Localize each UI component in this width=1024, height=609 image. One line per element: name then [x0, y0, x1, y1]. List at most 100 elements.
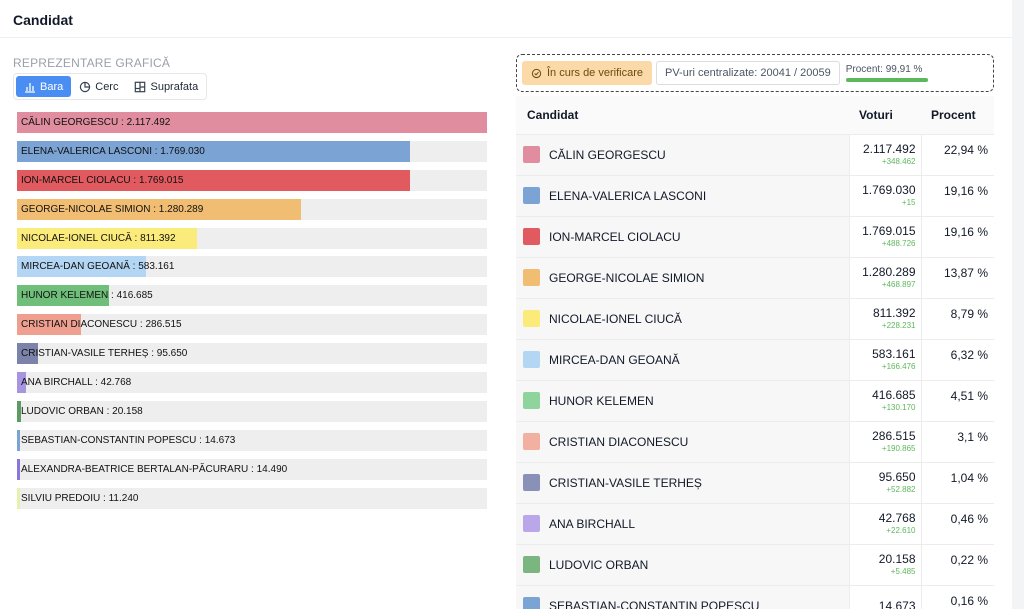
bar[interactable]	[17, 343, 39, 365]
candidate-name: CRISTIAN-VASILE TERHEȘ	[549, 475, 702, 490]
header-votes[interactable]: Voturi	[849, 96, 921, 134]
table-row[interactable]: CĂLIN GEORGESCU 2.117.492 +348.462 22,94 %	[516, 133, 994, 175]
candidate-wrap: NICOLAE-IONEL CIUCĂ	[523, 310, 849, 327]
bar[interactable]	[17, 285, 110, 307]
bar[interactable]	[17, 169, 410, 191]
percent-cell: 22,94 %	[920, 133, 994, 175]
bar[interactable]	[17, 112, 487, 133]
treemap-icon	[135, 81, 146, 92]
table-row[interactable]: CRISTIAN-VASILE TERHEȘ 95.650 +52.882 1,04 …	[516, 461, 994, 503]
bar-row[interactable]: CRISTIAN DIACONESCU : 286.515	[17, 314, 487, 336]
bar[interactable]	[17, 314, 81, 336]
candidate-wrap: ELENA-VALERICA LASCONI	[523, 187, 849, 204]
bar-row[interactable]: HUNOR KELEMEN : 416.685	[17, 285, 487, 307]
header-percent[interactable]: Procent	[921, 96, 994, 134]
percent-cell: 3,1 %	[920, 420, 994, 462]
bar[interactable]	[17, 198, 302, 220]
table-row[interactable]: NICOLAE-IONEL CIUCĂ 811.392 +228.231 8,79 %	[516, 297, 994, 339]
tab-bara-label: Bara	[40, 80, 64, 93]
table-row[interactable]: LUDOVIC ORBAN 20.158 +5.485 0,22 %	[516, 543, 994, 585]
bar-row[interactable]: ELENA-VALERICA LASCONI : 1.769.030	[17, 140, 487, 162]
table-row[interactable]: GEORGE-NICOLAE SIMION 1.280.289 +468.897 13…	[516, 256, 994, 298]
bar-row[interactable]: ION-MARCEL CIOLACU : 1.769.015	[17, 169, 487, 191]
bar[interactable]	[17, 372, 27, 394]
bar-row[interactable]: NICOLAE-IONEL CIUCĂ : 811.392	[17, 227, 487, 249]
verification-label: În curs de verificare	[547, 67, 643, 79]
table-row[interactable]: SEBASTIAN-CONSTANTIN POPESCU 14.673 0,16 %	[516, 584, 994, 609]
bar-label: CRISTIAN DIACONESCU : 286.515	[21, 319, 182, 331]
percent-cell: 0,46 %	[920, 502, 994, 544]
bar[interactable]	[17, 400, 22, 422]
tab-bara[interactable]: Bara	[16, 76, 72, 97]
bar-row[interactable]: MIRCEA-DAN GEOANĂ : 583.161	[17, 256, 487, 278]
percent-value: 0,46 %	[950, 511, 988, 526]
bar-label: GEORGE-NICOLAE SIMION : 1.280.289	[21, 203, 204, 215]
bar[interactable]	[17, 256, 147, 278]
candidate-name: ION-MARCEL CIOLACU	[549, 229, 681, 244]
bar-row[interactable]: SEBASTIAN-CONSTANTIN POPESCU : 14.673	[17, 429, 487, 451]
candidate-name: MIRCEA-DAN GEOANĂ	[549, 352, 680, 367]
candidate-cell: MIRCEA-DAN GEOANĂ	[516, 338, 849, 380]
votes-cell: 14.673	[848, 584, 921, 609]
bar-label: ALEXANDRA-BEATRICE BERTALAN-PĂCURARU : 1…	[21, 463, 288, 475]
progress-bar	[845, 78, 928, 82]
votes-cell: 42.768 +22.610	[848, 502, 921, 544]
candidate-wrap: LUDOVIC ORBAN	[523, 556, 849, 573]
percent-label: Procent: 99,91 %	[845, 64, 923, 75]
chart-type-tabs: Bara Cerc Suprafata	[13, 73, 207, 100]
table-row[interactable]: ION-MARCEL CIOLACU 1.769.015 +488.726 19,16…	[516, 215, 994, 257]
bar[interactable]	[17, 227, 198, 249]
color-swatch	[523, 351, 540, 368]
bar-row[interactable]: ALEXANDRA-BEATRICE BERTALAN-PĂCURARU : 1…	[17, 458, 487, 480]
candidate-cell: GEORGE-NICOLAE SIMION	[516, 256, 849, 298]
votes-delta: +5.485	[890, 567, 916, 576]
votes-cell: 20.158 +5.485	[848, 543, 921, 585]
votes-delta: +130.170	[881, 403, 916, 412]
candidate-cell: CRISTIAN-VASILE TERHEȘ	[516, 461, 849, 503]
bar-row[interactable]: CRISTIAN-VASILE TERHEȘ : 95.650	[17, 343, 487, 365]
bar-label: HUNOR KELEMEN : 416.685	[21, 290, 153, 302]
votes-delta: +190.865	[881, 444, 916, 453]
votes-value: 1.769.030	[862, 183, 916, 197]
tab-cerc[interactable]: Cerc	[71, 76, 126, 97]
votes-cell: 95.650 +52.882	[848, 461, 921, 503]
tab-suprafata[interactable]: Suprafata	[126, 76, 206, 97]
bar[interactable]	[17, 140, 410, 162]
bar-row[interactable]: CĂLIN GEORGESCU : 2.117.492	[17, 112, 487, 133]
percent-value: 13,87 %	[943, 265, 988, 280]
color-swatch	[523, 556, 540, 573]
percent-cell: 8,79 %	[920, 297, 994, 339]
percent-value: 3,1 %	[957, 429, 988, 444]
candidate-cell: ELENA-VALERICA LASCONI	[516, 174, 849, 216]
votes-delta: +228.231	[881, 321, 916, 330]
bar-row[interactable]: SILVIU PREDOIU : 11.240	[17, 487, 487, 509]
candidate-wrap: CRISTIAN-VASILE TERHEȘ	[523, 474, 849, 491]
header-candidate[interactable]: Candidat	[516, 96, 849, 134]
table-row[interactable]: ANA BIRCHALL 42.768 +22.610 0,46 %	[516, 502, 994, 544]
bar[interactable]	[17, 429, 21, 451]
tab-suprafata-label: Suprafata	[150, 80, 199, 93]
bar-row[interactable]: LUDOVIC ORBAN : 20.158	[17, 400, 487, 422]
votes-value: 286.515	[872, 429, 916, 443]
votes-value: 1.769.015	[862, 224, 916, 238]
percent-value: 0,22 %	[950, 552, 988, 567]
bar-row[interactable]: GEORGE-NICOLAE SIMION : 1.280.289	[17, 198, 487, 220]
scrollbar[interactable]	[1012, 0, 1024, 609]
table-row[interactable]: CRISTIAN DIACONESCU 286.515 +190.865 3,1 %	[516, 420, 994, 462]
table-row[interactable]: HUNOR KELEMEN 416.685 +130.170 4,51 %	[516, 379, 994, 421]
bar-label: ANA BIRCHALL : 42.768	[21, 377, 132, 389]
table-row[interactable]: ELENA-VALERICA LASCONI 1.769.030 +15 19,16 …	[516, 174, 994, 216]
color-swatch	[523, 228, 540, 245]
bar-row[interactable]: ANA BIRCHALL : 42.768	[17, 372, 487, 394]
bar[interactable]	[17, 458, 21, 480]
bar-label: SEBASTIAN-CONSTANTIN POPESCU : 14.673	[21, 434, 236, 446]
color-swatch	[523, 597, 540, 609]
candidate-wrap: GEORGE-NICOLAE SIMION	[523, 269, 849, 286]
table-row[interactable]: MIRCEA-DAN GEOANĂ 583.161 +166.476 6,32 %	[516, 338, 994, 380]
votes-delta: +166.476	[881, 362, 916, 371]
color-swatch	[523, 310, 540, 327]
bar[interactable]	[17, 487, 20, 509]
bar-label: CRISTIAN-VASILE TERHEȘ : 95.650	[21, 348, 188, 360]
verification-badge: În curs de verificare	[522, 61, 652, 85]
